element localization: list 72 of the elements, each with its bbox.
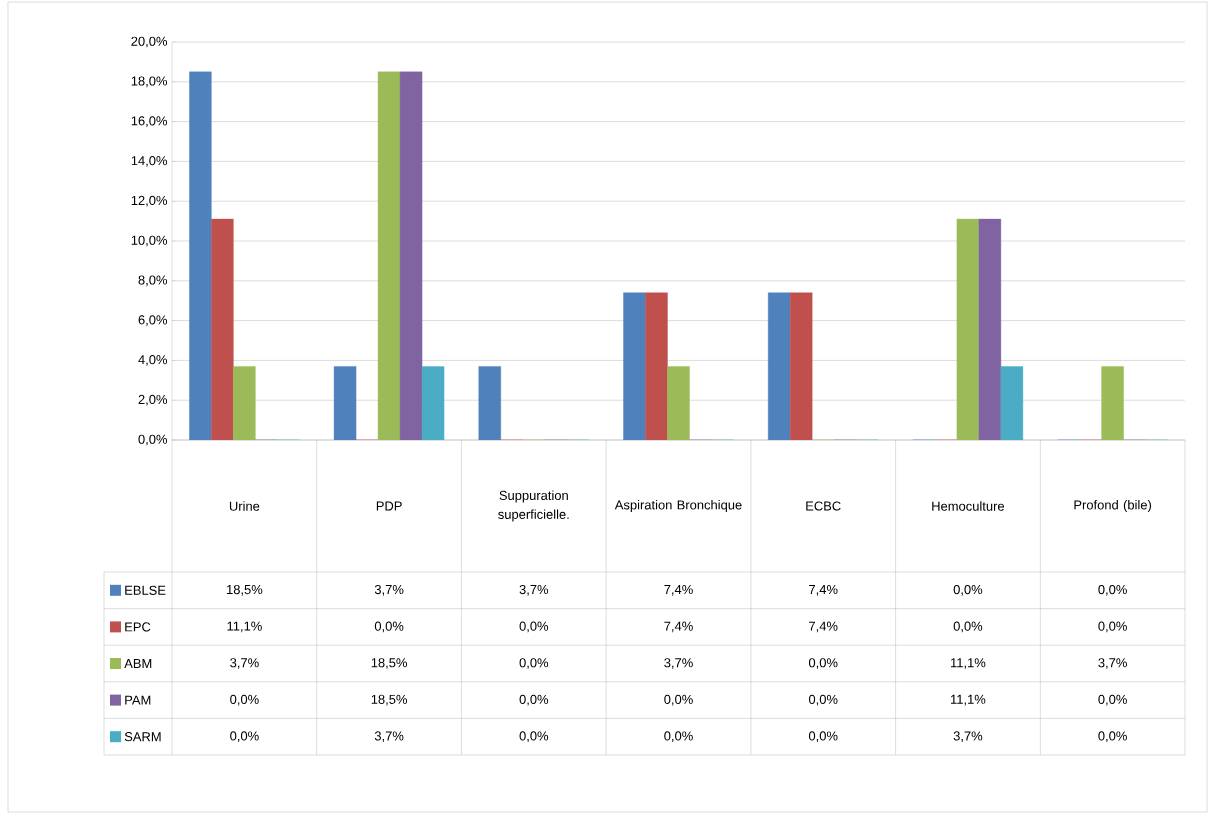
x-tick-label: Hemoculture [932, 501, 1005, 511]
data-label: 11,1% [951, 694, 986, 706]
y-tick-label: 2,0% [138, 394, 168, 406]
data-label: 0,0% [664, 694, 693, 706]
x-tick-label: Aspiration Bronchique [614, 499, 742, 513]
bar [189, 71, 212, 441]
data-label: 3,7% [519, 584, 549, 596]
legend-label: EPC [125, 622, 151, 632]
bar [233, 366, 256, 441]
data-label: 7,4% [809, 621, 838, 633]
x-tick-label: Profond (bile) [1074, 499, 1152, 513]
data-label: 0,0% [1098, 694, 1127, 706]
bar [623, 292, 646, 441]
data-label: 7,4% [809, 584, 838, 596]
data-label: 0,0% [519, 621, 549, 633]
bar [421, 366, 445, 441]
bar [333, 366, 357, 441]
y-tick-label: 16,0% [131, 116, 168, 127]
y-tick-label: 14,0% [131, 156, 168, 167]
legend-label: PAM [125, 695, 151, 705]
y-tick-label: 6,0% [138, 315, 168, 326]
data-label: 0,0% [519, 694, 549, 706]
bar [1101, 366, 1124, 441]
data-label: 3,7% [1098, 658, 1127, 669]
bar [667, 366, 690, 441]
legend-label: SARM [124, 732, 161, 742]
x-tick-label: Suppuration superficielle. [498, 490, 569, 522]
bar [377, 71, 401, 441]
data-label: 0,0% [1098, 731, 1127, 743]
bar [399, 71, 423, 441]
x-tick-label: ECBC [806, 501, 841, 511]
y-tick-label: 4,0% [138, 355, 168, 366]
data-label: 0,0% [953, 621, 983, 633]
bar [478, 366, 501, 441]
y-tick-label: 0,0% [138, 434, 168, 446]
data-label: 0,0% [519, 658, 549, 669]
data-label: 11,1% [227, 621, 262, 633]
data-label: 3,7% [374, 584, 404, 596]
legend-label: ABM [124, 659, 152, 668]
x-tick-label: PDP [376, 501, 402, 511]
data-label: 0,0% [374, 621, 404, 633]
data-label: 3,7% [374, 731, 404, 743]
y-tick-label: 10,0% [131, 235, 168, 247]
data-label: 0,0% [664, 731, 693, 743]
data-label: 0,0% [1098, 621, 1127, 633]
data-label: 0,0% [230, 731, 259, 743]
data-label: 0,0% [808, 658, 838, 669]
bar [978, 218, 1002, 441]
data-label: 18,5% [371, 658, 408, 669]
x-tick-label: Urine [229, 501, 260, 511]
legend-label: EBLSE [125, 585, 166, 595]
y-tick-label: 18,0% [131, 76, 168, 88]
data-label: 0,0% [953, 584, 983, 596]
y-tick-label: 20,0% [131, 36, 168, 48]
y-tick-label: 12,0% [131, 195, 168, 207]
data-label: 0,0% [808, 731, 838, 743]
data-label: 3,7% [230, 658, 259, 669]
bar [1000, 366, 1024, 441]
data-label: 0,0% [1098, 584, 1127, 596]
data-label: 18,5% [227, 584, 263, 596]
bar [956, 218, 980, 441]
data-label: 7,4% [664, 584, 693, 596]
data-label: 0,0% [519, 731, 549, 743]
data-label: 18,5% [371, 694, 408, 706]
data-label: 3,7% [664, 658, 693, 669]
data-label: 0,0% [230, 694, 259, 706]
data-label: 11,1% [951, 658, 986, 669]
y-tick-label: 8,0% [138, 275, 168, 287]
bar [767, 292, 791, 441]
data-label: 7,4% [664, 621, 693, 633]
data-label: 3,7% [953, 731, 983, 743]
data-label: 0,0% [808, 694, 838, 706]
